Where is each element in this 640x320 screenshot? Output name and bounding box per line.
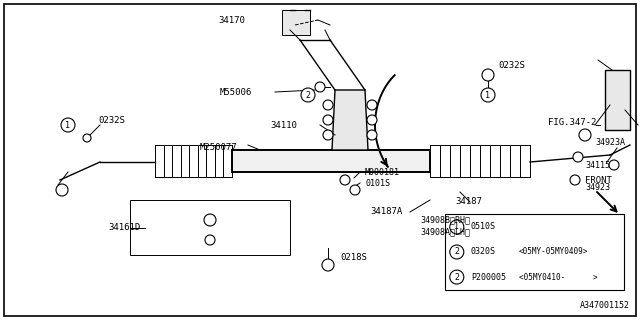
Text: 34908A〈LH〉: 34908A〈LH〉 [420, 228, 470, 236]
Text: 0510S: 0510S [471, 222, 496, 231]
Circle shape [205, 235, 215, 245]
Text: FIG.347-2: FIG.347-2 [548, 117, 596, 126]
Text: 34161D: 34161D [108, 223, 140, 233]
Bar [605, 70, 630, 130]
Text: 1: 1 [454, 222, 460, 231]
Text: 34187A: 34187A [370, 207, 403, 217]
Circle shape [450, 220, 464, 234]
Text: 2: 2 [454, 273, 460, 282]
Circle shape [367, 130, 377, 140]
Text: <05MY-05MY0409>: <05MY-05MY0409> [519, 247, 588, 257]
Circle shape [570, 175, 580, 185]
Text: 0232S: 0232S [498, 60, 525, 69]
Text: 0320S: 0320S [471, 247, 496, 257]
Circle shape [61, 118, 75, 132]
Text: FRONT: FRONT [585, 175, 612, 185]
Text: 1: 1 [65, 121, 70, 130]
Text: M250077: M250077 [200, 142, 237, 151]
Bar [445, 214, 624, 290]
Text: 34908B〈RH〉: 34908B〈RH〉 [420, 215, 470, 225]
Polygon shape [332, 90, 368, 150]
Text: 34923A: 34923A [595, 138, 625, 147]
Text: 34187: 34187 [455, 197, 482, 206]
Circle shape [315, 82, 325, 92]
Bar [282, 10, 310, 35]
Text: 34115: 34115 [585, 161, 610, 170]
Text: <05MY0410-      >: <05MY0410- > [519, 273, 597, 282]
Circle shape [323, 130, 333, 140]
Circle shape [450, 245, 464, 259]
Circle shape [482, 69, 494, 81]
Text: 34923: 34923 [585, 182, 610, 191]
Text: 0101S: 0101S [365, 179, 390, 188]
Text: 0218S: 0218S [340, 253, 367, 262]
Circle shape [609, 160, 619, 170]
Circle shape [204, 214, 216, 226]
Bar [232, 150, 430, 172]
Circle shape [367, 115, 377, 125]
Circle shape [367, 100, 377, 110]
Circle shape [83, 134, 91, 142]
Text: 1: 1 [486, 91, 490, 100]
Circle shape [323, 100, 333, 110]
Text: M55006: M55006 [220, 87, 252, 97]
Circle shape [323, 115, 333, 125]
Text: A347001152: A347001152 [580, 301, 630, 310]
Text: P200005: P200005 [471, 273, 506, 282]
Circle shape [322, 259, 334, 271]
Text: 34110: 34110 [270, 121, 297, 130]
Circle shape [579, 129, 591, 141]
Text: 34170: 34170 [218, 15, 245, 25]
Text: M000181: M000181 [365, 167, 400, 177]
Bar [130, 200, 290, 255]
Text: 2: 2 [305, 91, 310, 100]
Circle shape [573, 152, 583, 162]
Circle shape [450, 270, 464, 284]
Text: 0232S: 0232S [98, 116, 125, 124]
Circle shape [481, 88, 495, 102]
Text: 2: 2 [454, 247, 460, 257]
Circle shape [56, 184, 68, 196]
Circle shape [350, 185, 360, 195]
Circle shape [340, 175, 350, 185]
Circle shape [301, 88, 315, 102]
